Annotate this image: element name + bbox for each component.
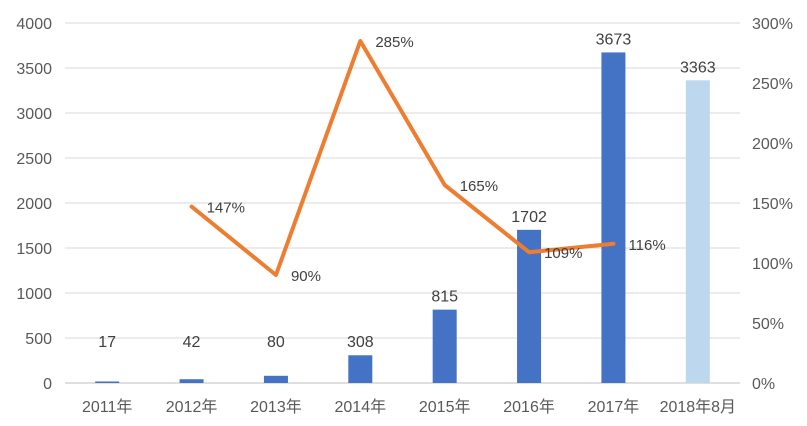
bar xyxy=(95,381,120,383)
gridlines xyxy=(65,22,740,384)
line-value-label: 165% xyxy=(460,178,498,195)
x-tick-label: 2015年 xyxy=(419,398,471,416)
y-left-tick-label: 0 xyxy=(43,376,52,393)
bar xyxy=(517,229,542,383)
bar xyxy=(685,80,710,383)
bar-series: 17 42 80 308 815 1702 3673 3363 xyxy=(95,31,716,384)
y-left-tick-label: 1500 xyxy=(16,241,52,258)
x-tick-label: 2013年 xyxy=(250,398,302,416)
bar xyxy=(263,375,288,383)
bar-value-label: 815 xyxy=(431,289,458,306)
line-value-label: 109% xyxy=(544,245,582,262)
bar xyxy=(179,379,204,383)
y-right-tick-label: 250% xyxy=(752,76,793,93)
y-right-tick-label: 150% xyxy=(752,196,793,213)
y-right-tick-label: 300% xyxy=(752,16,793,33)
line-value-label: 147% xyxy=(207,200,245,217)
line-value-label: 285% xyxy=(375,34,413,51)
x-tick-label: 2016年 xyxy=(503,398,555,416)
line-series: 147% 90% 285% 165% 109% 116% xyxy=(189,34,666,285)
bar-value-label: 3363 xyxy=(680,59,716,76)
bar-value-label: 3673 xyxy=(596,31,632,48)
y-left-tick-label: 4000 xyxy=(16,16,52,33)
x-tick-label: 2012年 xyxy=(166,398,218,416)
growth-line xyxy=(189,39,616,277)
y-left-tick-label: 1000 xyxy=(16,286,52,303)
bar-value-label: 308 xyxy=(347,334,374,351)
y-axis-right: 0% 50% 100% 150% 200% 250% 300% xyxy=(752,16,793,393)
y-left-tick-label: 3500 xyxy=(16,61,52,78)
y-right-tick-label: 200% xyxy=(752,136,793,153)
x-tick-label: 2018年8月 xyxy=(660,398,737,416)
bar xyxy=(348,355,373,383)
bar-value-label: 1702 xyxy=(511,209,547,226)
y-right-tick-label: 100% xyxy=(752,256,793,273)
bar-value-label: 42 xyxy=(183,334,201,351)
y-right-tick-label: 0% xyxy=(752,376,775,393)
bar-value-label: 80 xyxy=(267,334,285,351)
y-right-tick-label: 50% xyxy=(752,316,784,333)
bar xyxy=(601,52,626,384)
y-left-tick-label: 3000 xyxy=(16,106,52,123)
y-left-tick-label: 500 xyxy=(25,331,52,348)
line-value-label: 90% xyxy=(291,268,321,285)
line-value-label: 116% xyxy=(628,237,665,254)
x-tick-label: 2014年 xyxy=(335,398,387,416)
bar-value-label: 17 xyxy=(98,334,116,351)
x-tick-label: 2017年 xyxy=(588,398,640,416)
bar xyxy=(432,309,457,383)
y-left-tick-label: 2000 xyxy=(16,196,52,213)
y-left-tick-label: 2500 xyxy=(16,151,52,168)
x-axis: 2011年 2012年 2013年 2014年 2015年 2016年 2017年 2018年… xyxy=(82,398,736,416)
x-tick-label: 2011年 xyxy=(82,398,132,416)
y-axis-left: 0 500 1000 1500 2000 2500 3000 3500 4000 xyxy=(16,16,52,393)
